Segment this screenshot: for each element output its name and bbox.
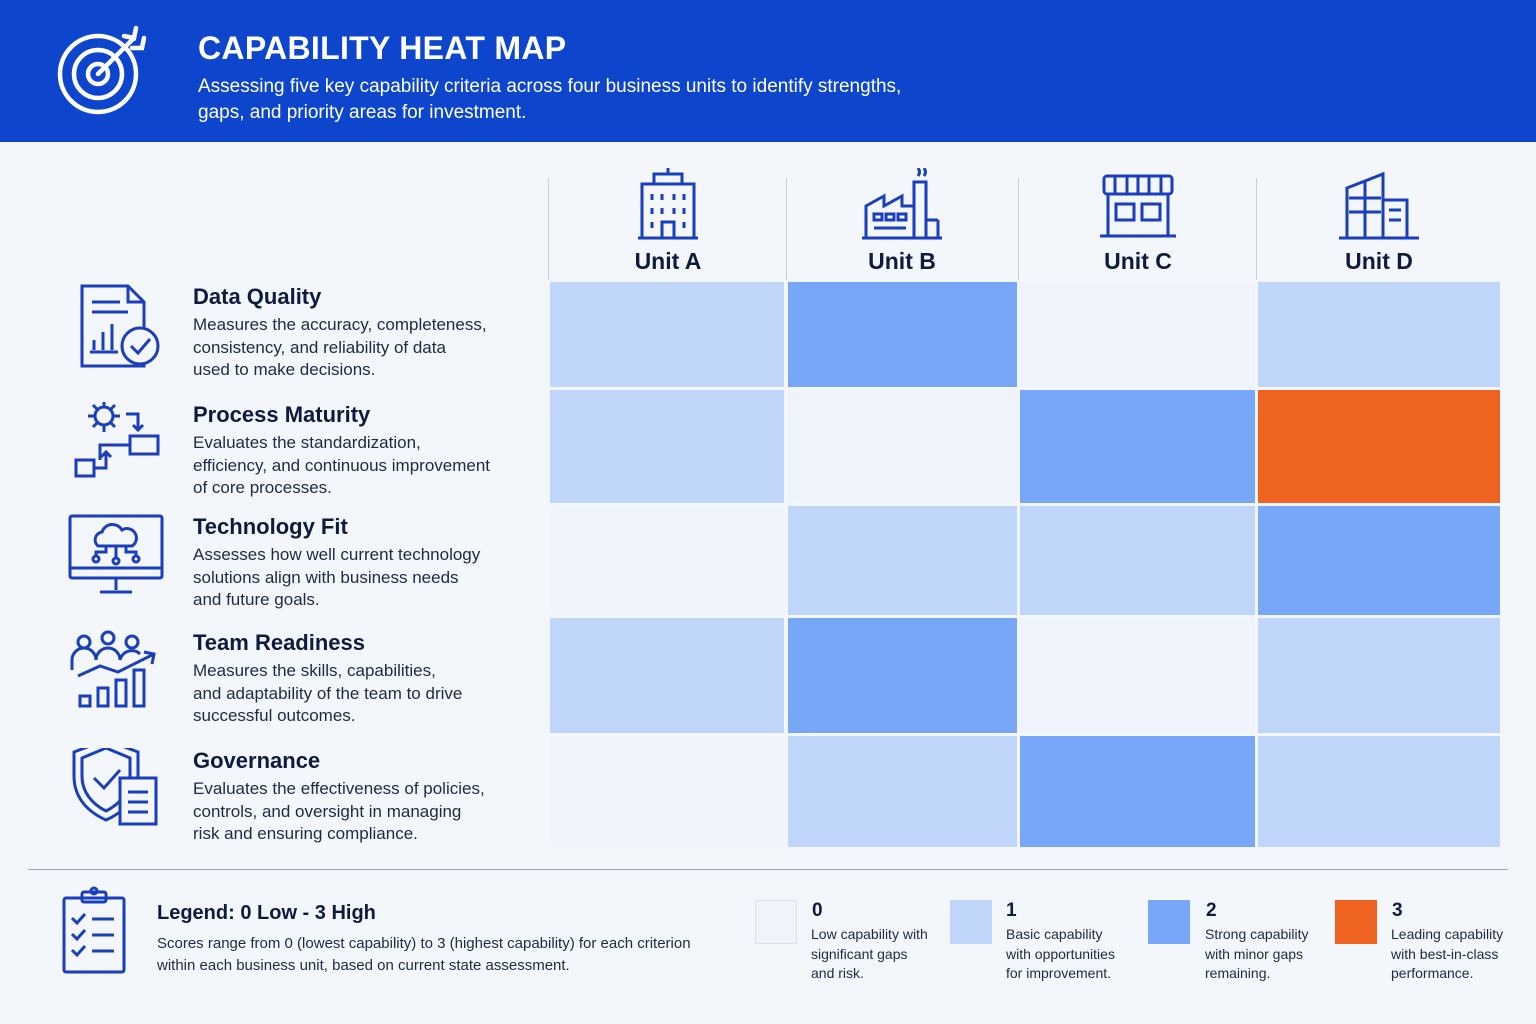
legend-swatch-2	[1148, 900, 1190, 944]
row-title: Data Quality	[193, 284, 322, 309]
column-divider	[548, 178, 549, 280]
target-arrow-icon	[57, 25, 147, 115]
header-banner: CAPABILITY HEAT MAP Assessing five key c…	[0, 0, 1536, 142]
column-divider	[1256, 178, 1257, 280]
heatmap-cell-governance-unit-d	[1258, 736, 1500, 847]
column-header-unit-b: Unit B	[788, 168, 1016, 280]
legend-desc-0: Low capability with significant gaps and r…	[811, 926, 928, 981]
row-label-data-quality: Data Quality Measures the accuracy, comp…	[66, 284, 526, 388]
legend-desc-3: Leading capability with best-in-class perf…	[1391, 926, 1504, 981]
legend-title: Legend: 0 Low - 3 High	[157, 902, 376, 924]
row-title: Governance	[193, 748, 321, 773]
column-label: Unit B	[868, 248, 936, 274]
heatmap-cell-team-readiness-unit-a	[550, 618, 784, 733]
column-divider	[1018, 178, 1019, 280]
page-title: CAPABILITY HEAT MAP	[198, 30, 567, 66]
column-label: Unit A	[634, 248, 702, 274]
heatmap-cell-team-readiness-unit-b	[788, 618, 1017, 733]
column-label: Unit C	[1104, 248, 1172, 274]
data-report-icon	[80, 284, 160, 368]
row-label-process-maturity: Process Maturity Evaluates the standardi…	[66, 402, 526, 506]
column-header-unit-d: Unit D	[1258, 168, 1500, 280]
row-description: Measures the accuracy, completeness, con…	[193, 315, 487, 379]
legend-desc-2: Strong capability with minor gaps remainin…	[1205, 926, 1309, 981]
heatmap-cell-governance-unit-b	[788, 736, 1017, 847]
column-header-unit-c: Unit C	[1020, 168, 1256, 280]
checklist-clipboard-icon	[62, 886, 126, 974]
legend-swatch-3	[1335, 900, 1377, 944]
legend-desc-1: Basic capability with opportunities for im…	[1006, 926, 1115, 981]
row-description: Evaluates the standardization, efficienc…	[193, 433, 491, 497]
heatmap-cell-team-readiness-unit-c	[1020, 618, 1255, 733]
storefront-icon	[1100, 174, 1176, 238]
heatmap-cell-governance-unit-a	[550, 736, 784, 847]
heatmap-cell-process-maturity-unit-c	[1020, 390, 1255, 503]
cloud-monitor-icon	[68, 514, 164, 594]
heatmap-cell-governance-unit-c	[1020, 736, 1255, 847]
column-divider	[786, 178, 787, 280]
legend-value-3: 3	[1392, 900, 1403, 921]
heatmap-cell-data-quality-unit-b	[788, 282, 1017, 387]
heatmap-cell-data-quality-unit-a	[550, 282, 784, 387]
row-description: Assesses how well current technology sol…	[193, 545, 481, 609]
office-building-icon	[638, 168, 698, 240]
row-title: Technology Fit	[193, 514, 348, 539]
row-description: Measures the skills, capabilities, and a…	[193, 661, 463, 725]
legend-swatch-1	[950, 900, 992, 944]
team-growth-icon	[70, 630, 156, 708]
heatmap-cell-technology-fit-unit-d	[1258, 506, 1500, 615]
shield-document-icon	[72, 748, 158, 826]
corporate-campus-icon	[1339, 171, 1419, 240]
legend-swatch-0	[755, 900, 797, 944]
heatmap-cell-process-maturity-unit-a	[550, 390, 784, 503]
factory-icon	[862, 168, 942, 240]
legend-value-2: 2	[1206, 900, 1217, 921]
legend-value-1: 1	[1006, 900, 1017, 921]
heatmap-cell-technology-fit-unit-b	[788, 506, 1017, 615]
heatmap-cell-data-quality-unit-d	[1258, 282, 1500, 387]
heatmap-cell-technology-fit-unit-c	[1020, 506, 1255, 615]
row-title: Team Readiness	[193, 630, 366, 655]
legend-description: Scores range from 0 (lowest capability) …	[157, 935, 691, 974]
legend-separator	[28, 869, 1508, 870]
row-label-governance: Governance Evaluates the effectiveness o…	[66, 748, 526, 852]
column-header-unit-a: Unit A	[550, 168, 786, 280]
row-label-team-readiness: Team Readiness Measures the skills, capa…	[66, 630, 526, 734]
heatmap-cell-technology-fit-unit-a	[550, 506, 784, 615]
heatmap-cell-team-readiness-unit-d	[1258, 618, 1500, 733]
heatmap-cell-process-maturity-unit-b	[788, 390, 1017, 503]
page-subtitle: Assessing five key capability criteria a…	[198, 76, 902, 123]
column-label: Unit D	[1345, 248, 1413, 274]
heatmap-cell-process-maturity-unit-d	[1258, 390, 1500, 503]
row-label-technology-fit: Technology Fit Assesses how well current…	[66, 514, 526, 618]
heatmap-cell-data-quality-unit-c	[1020, 282, 1255, 387]
legend-value-0: 0	[812, 900, 823, 921]
row-description: Evaluates the effectiveness of policies,…	[193, 779, 485, 843]
process-flow-icon	[74, 402, 160, 478]
row-title: Process Maturity	[193, 402, 371, 427]
